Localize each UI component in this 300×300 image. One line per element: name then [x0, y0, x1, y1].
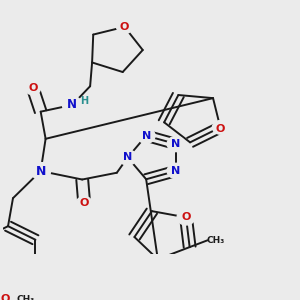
Text: CH₃: CH₃	[206, 236, 224, 245]
Text: N: N	[123, 152, 132, 163]
Circle shape	[212, 121, 228, 134]
Circle shape	[117, 20, 132, 34]
Text: N: N	[171, 166, 181, 176]
Text: O: O	[0, 294, 10, 300]
Circle shape	[25, 81, 41, 95]
Text: N: N	[171, 139, 181, 149]
Circle shape	[0, 292, 17, 300]
Text: O: O	[216, 124, 225, 134]
Circle shape	[167, 163, 185, 178]
Circle shape	[119, 150, 136, 165]
Circle shape	[76, 196, 92, 210]
Circle shape	[62, 96, 82, 113]
Circle shape	[31, 163, 51, 179]
Text: CH₃: CH₃	[17, 295, 35, 300]
Circle shape	[137, 128, 155, 143]
Text: O: O	[120, 22, 129, 32]
Circle shape	[177, 210, 195, 225]
Circle shape	[167, 136, 185, 152]
Text: O: O	[28, 83, 38, 93]
Text: N: N	[142, 131, 151, 141]
Text: O: O	[181, 212, 191, 222]
Text: H: H	[80, 96, 88, 106]
Text: O: O	[80, 198, 89, 208]
Text: N: N	[35, 164, 46, 178]
Text: N: N	[67, 98, 77, 111]
